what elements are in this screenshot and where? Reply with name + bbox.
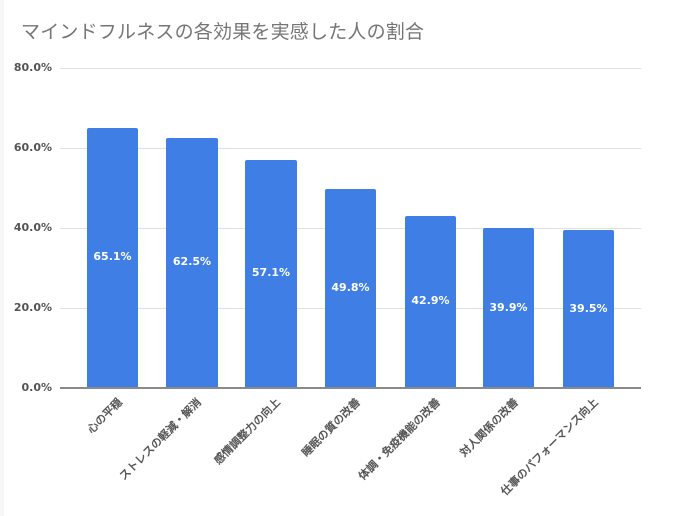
gridline-80 <box>60 68 641 69</box>
bar-2: 62.5% <box>166 138 218 388</box>
chart-title: マインドフルネスの各効果を実感した人の割合 <box>21 21 425 43</box>
bar-1: 65.1% <box>87 128 138 388</box>
bar-5: 42.9% <box>405 216 456 388</box>
bar-value-label: 49.8% <box>331 281 370 294</box>
bar-4: 49.8% <box>325 189 376 388</box>
x-label-5: 体調・免疫機能の改善 <box>355 395 443 483</box>
bar-value-label: 62.5% <box>172 255 212 268</box>
bar-value-label: 39.9% <box>489 301 528 314</box>
bar-value-label: 57.1% <box>251 266 291 279</box>
gridline-60 <box>60 148 641 149</box>
bar-7: 39.5% <box>563 230 614 388</box>
bar-3: 57.1% <box>245 160 297 388</box>
x-label-3: 感情調整力の向上 <box>211 395 283 468</box>
y-tick-20: 20.0% <box>13 301 52 314</box>
y-tick-40: 40.0% <box>13 221 52 234</box>
x-label-4: 睡眠の質の改善 <box>299 395 363 460</box>
y-tick-60: 60.0% <box>13 141 52 154</box>
x-label-2: ストレスの軽減・解消 <box>116 395 204 483</box>
bar-6: 39.9% <box>483 228 534 388</box>
left-edge <box>0 0 4 516</box>
y-tick-80: 80.0% <box>13 61 52 74</box>
bar-value-label: 39.5% <box>569 302 608 315</box>
y-tick-0: 0.0% <box>21 381 52 394</box>
bar-value-label: 65.1% <box>93 250 132 263</box>
x-label-1: 心の平穏 <box>84 395 125 437</box>
x-label-6: 対人関係の改善 <box>457 395 521 460</box>
x-axis-baseline <box>60 387 641 389</box>
bar-value-label: 42.9% <box>411 294 450 307</box>
